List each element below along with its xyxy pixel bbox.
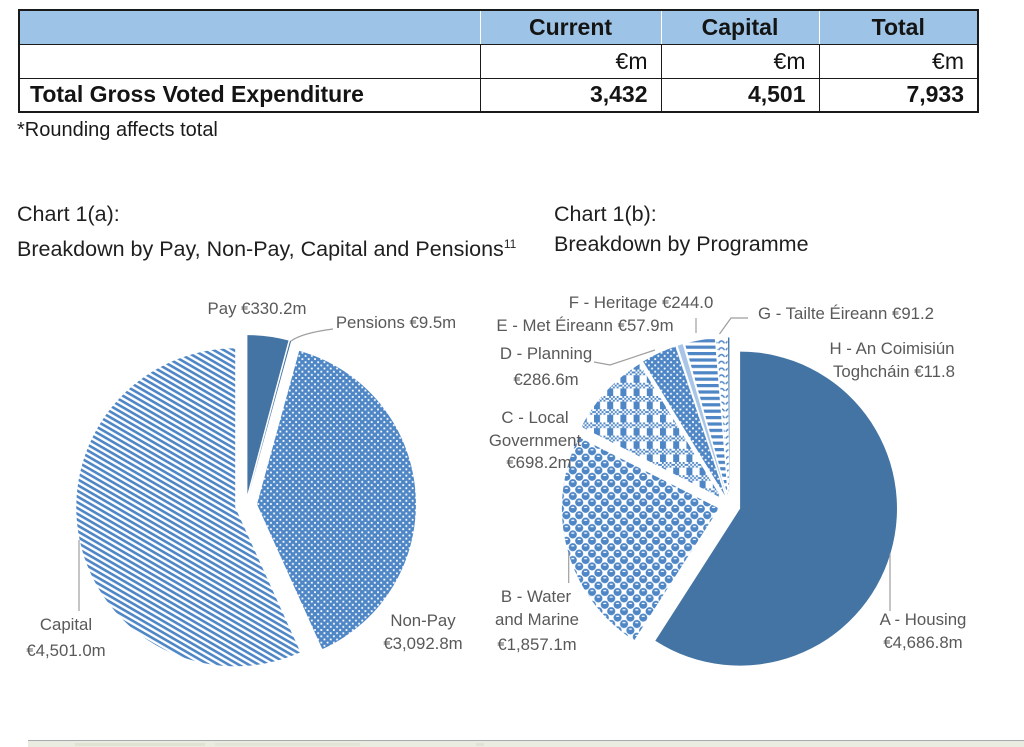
svg-text:D - Planning: D - Planning <box>500 344 592 363</box>
svg-text:H - An Coimisiún: H - An Coimisiún <box>830 339 955 358</box>
svg-text:€286.6m: €286.6m <box>513 370 578 389</box>
svg-text:€1,857.1m: €1,857.1m <box>497 635 576 654</box>
svg-text:€3,092.8m: €3,092.8m <box>383 634 462 653</box>
svg-text:C - Local: C - Local <box>501 408 568 427</box>
svg-text:E - Met Éireann €57.9m: E - Met Éireann €57.9m <box>496 316 673 335</box>
svg-text:Pensions €9.5m: Pensions €9.5m <box>336 313 456 332</box>
svg-text:Pay €330.2m: Pay €330.2m <box>208 299 307 318</box>
svg-text:Government: Government <box>489 431 582 450</box>
svg-text:€698.2m: €698.2m <box>506 453 571 472</box>
svg-text:Toghcháin €11.8: Toghcháin €11.8 <box>833 362 955 381</box>
svg-text:F - Heritage €244.0: F - Heritage €244.0 <box>569 293 714 312</box>
svg-text:G - Tailte Éireann €91.2: G - Tailte Éireann €91.2 <box>758 304 934 323</box>
svg-text:and Marine: and Marine <box>495 610 579 629</box>
svg-text:€4,501.0m: €4,501.0m <box>26 641 105 660</box>
svg-text:A - Housing: A - Housing <box>880 610 967 629</box>
svg-text:Non-Pay: Non-Pay <box>390 611 456 630</box>
svg-text:Capital: Capital <box>40 615 92 634</box>
svg-text:B - Water: B - Water <box>501 587 572 606</box>
svg-text:€4,686.8m: €4,686.8m <box>883 633 962 652</box>
